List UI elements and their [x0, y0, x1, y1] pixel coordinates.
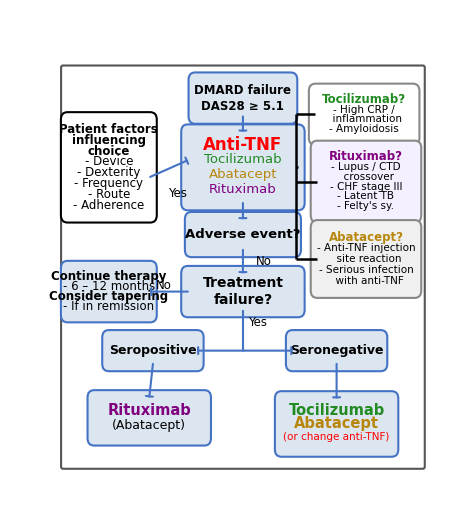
- Text: Abatacept: Abatacept: [294, 416, 379, 432]
- Text: - High CRP /: - High CRP /: [333, 105, 395, 114]
- Text: (or change anti-TNF): (or change anti-TNF): [283, 432, 390, 442]
- Text: Seropositive: Seropositive: [109, 344, 197, 357]
- Text: site reaction: site reaction: [330, 254, 402, 264]
- Text: Seronegative: Seronegative: [290, 344, 383, 357]
- Text: - Dexterity: - Dexterity: [77, 166, 140, 179]
- Text: inflammation: inflammation: [326, 114, 402, 124]
- Text: crossover: crossover: [337, 172, 394, 181]
- Text: Adverse event?: Adverse event?: [185, 228, 301, 241]
- Text: - Anti-TNF injection: - Anti-TNF injection: [317, 243, 415, 253]
- Text: Rituximab?: Rituximab?: [329, 150, 403, 163]
- FancyBboxPatch shape: [309, 84, 419, 145]
- Text: - Route: - Route: [88, 188, 130, 201]
- FancyBboxPatch shape: [286, 330, 387, 371]
- FancyBboxPatch shape: [189, 72, 297, 124]
- Text: Tocilizumab?: Tocilizumab?: [322, 93, 406, 106]
- FancyBboxPatch shape: [275, 391, 398, 457]
- Text: - Frequency: - Frequency: [74, 177, 143, 190]
- Text: - Adherence: - Adherence: [73, 199, 145, 212]
- Text: Anti-TNF: Anti-TNF: [203, 136, 283, 154]
- FancyBboxPatch shape: [310, 220, 421, 298]
- Text: choice: choice: [88, 144, 130, 158]
- FancyBboxPatch shape: [310, 141, 421, 223]
- Text: influencing: influencing: [72, 134, 146, 147]
- Text: (Abatacept): (Abatacept): [112, 418, 186, 432]
- FancyBboxPatch shape: [88, 390, 211, 445]
- Text: Continue therapy: Continue therapy: [51, 270, 166, 284]
- Text: - If in remission: - If in remission: [64, 300, 155, 313]
- Text: - Serious infection: - Serious infection: [319, 265, 413, 275]
- FancyBboxPatch shape: [61, 261, 157, 322]
- FancyBboxPatch shape: [185, 212, 301, 257]
- Text: Tocilizumab: Tocilizumab: [204, 153, 282, 167]
- Text: No: No: [256, 254, 272, 268]
- Text: Yes: Yes: [248, 316, 267, 329]
- FancyBboxPatch shape: [102, 330, 204, 371]
- Text: Rituximab: Rituximab: [108, 403, 191, 418]
- Text: - Amyloidosis: - Amyloidosis: [329, 124, 399, 134]
- Text: - Latent TB: - Latent TB: [337, 191, 394, 202]
- Text: No: No: [155, 279, 171, 292]
- FancyBboxPatch shape: [61, 66, 425, 469]
- Text: Tocilizumab: Tocilizumab: [289, 403, 385, 418]
- Text: Rituximab: Rituximab: [209, 183, 277, 196]
- Text: - Felty's sy.: - Felty's sy.: [337, 202, 394, 211]
- FancyBboxPatch shape: [181, 124, 305, 211]
- Text: - Device: - Device: [84, 156, 133, 168]
- Text: with anti-TNF: with anti-TNF: [328, 276, 403, 286]
- Text: Treatment
failure?: Treatment failure?: [202, 276, 283, 307]
- Text: Patient factors: Patient factors: [59, 123, 158, 136]
- Text: - CHF stage III: - CHF stage III: [330, 181, 402, 191]
- Text: - 6 – 12 months: - 6 – 12 months: [63, 280, 155, 293]
- Text: Consider tapering: Consider tapering: [49, 290, 168, 303]
- Text: DMARD failure
DAS28 ≥ 5.1: DMARD failure DAS28 ≥ 5.1: [194, 84, 292, 113]
- FancyBboxPatch shape: [181, 266, 305, 317]
- Text: Abatacept: Abatacept: [209, 168, 277, 181]
- Text: Yes: Yes: [168, 187, 187, 200]
- Text: - Lupus / CTD: - Lupus / CTD: [331, 162, 401, 172]
- Text: Abatacept?: Abatacept?: [328, 231, 403, 244]
- FancyBboxPatch shape: [61, 112, 157, 223]
